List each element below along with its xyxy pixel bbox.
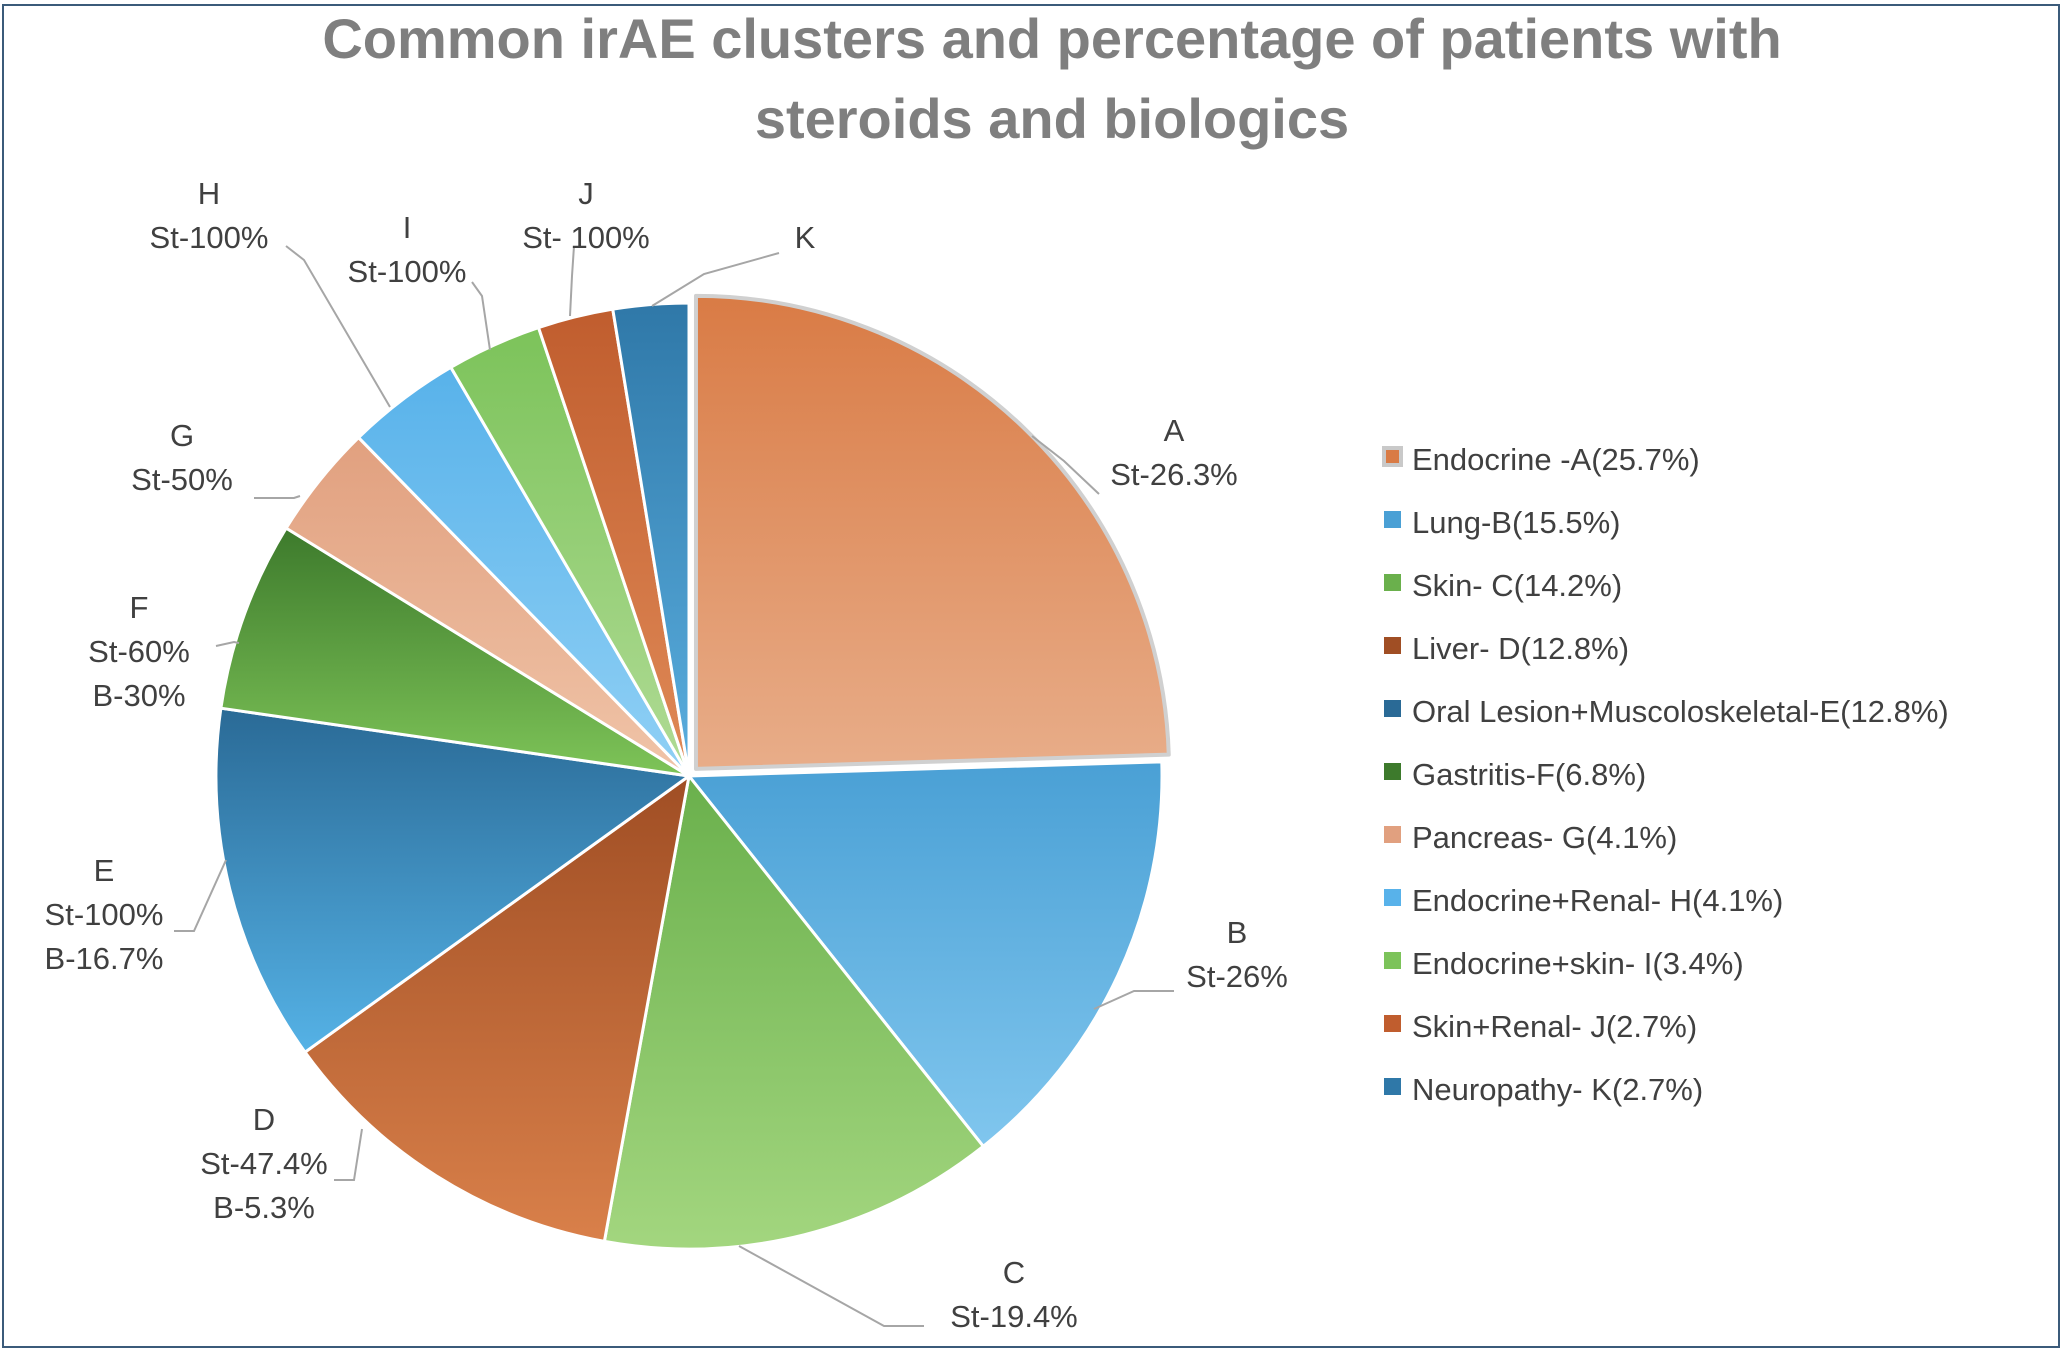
- chart-title-line: Common irAE clusters and percentage of p…: [322, 7, 1781, 70]
- legend: Endocrine -A(25.7%) Lung-B(15.5%) Skin- C(…: [1382, 442, 1949, 1107]
- data-label-j: St- 100%: [522, 220, 650, 255]
- legend-entry-k: Neuropathy- K(2.7%): [1412, 1072, 1703, 1107]
- legend-swatch-d: [1384, 637, 1401, 654]
- legend-entry-f: Gastritis-F(6.8%): [1412, 757, 1646, 792]
- legend-entry-e: Oral Lesion+Muscoloskeletal-E(12.8%): [1412, 694, 1949, 729]
- data-label-a: St-26.3%: [1110, 457, 1238, 492]
- leader-line-g: [254, 495, 301, 499]
- data-label-g: St-50%: [131, 462, 233, 497]
- data-label-e: E: [94, 853, 115, 888]
- legend-swatch-i: [1384, 952, 1401, 969]
- legend-entry-g: Pancreas- G(4.1%): [1412, 820, 1677, 855]
- data-label-k: K: [795, 220, 816, 255]
- data-label-h: St-100%: [150, 220, 269, 255]
- pie-labels: A St-26.3% B St-26% C St-19.4% D St-47.4% B-5.3%…: [45, 176, 1288, 1334]
- leader-line-j: [569, 245, 575, 317]
- leader-line-a: [1031, 435, 1100, 495]
- legend-swatch-k: [1384, 1078, 1401, 1095]
- data-label-d: D: [253, 1102, 275, 1137]
- chart-frame: Common irAE clusters and percentage of p…: [2, 4, 2060, 1348]
- data-label-c: St-19.4%: [950, 1299, 1078, 1334]
- data-label-e: St-100%: [45, 897, 164, 932]
- pie-slice-f: [219, 526, 691, 778]
- data-label-b: B: [1227, 915, 1248, 950]
- pie-slice-e: [214, 706, 691, 1054]
- legend-swatch-e: [1384, 700, 1401, 717]
- chart-title: Common irAE clusters and percentage of p…: [322, 7, 1781, 150]
- legend-swatch-a: [1382, 446, 1403, 467]
- chart-title-line: steroids and biologics: [755, 87, 1349, 150]
- pie-slice-b: [687, 760, 1164, 1148]
- legend-entry-c: Skin- C(14.2%): [1412, 568, 1622, 603]
- data-label-e: B-16.7%: [45, 941, 164, 976]
- data-label-f: B-30%: [92, 678, 185, 713]
- pie-chart: Common irAE clusters and percentage of p…: [45, 7, 1949, 1334]
- legend-swatch-c: [1384, 574, 1401, 591]
- legend-swatch-g: [1384, 826, 1401, 843]
- legend-swatch-f: [1384, 763, 1401, 780]
- leader-line-c: [738, 1245, 924, 1327]
- leader-line-k: [651, 252, 780, 307]
- data-label-f: St-60%: [88, 634, 190, 669]
- leader-line-i: [471, 281, 491, 351]
- data-label-i: St-100%: [348, 254, 467, 289]
- leader-line-d: [334, 1128, 363, 1181]
- legend-entry-b: Lung-B(15.5%): [1412, 505, 1621, 540]
- pie-slice-k: [611, 301, 691, 778]
- data-label-d: B-5.3%: [213, 1190, 315, 1225]
- legend-entry-d: Liver- D(12.8%): [1412, 631, 1629, 666]
- legend-swatch-h: [1384, 889, 1401, 906]
- data-label-i: I: [403, 210, 412, 245]
- data-label-b: St-26%: [1186, 959, 1288, 994]
- data-label-d: St-47.4%: [200, 1146, 328, 1181]
- leader-line-h: [285, 245, 391, 408]
- leader-line-f: [215, 640, 240, 647]
- pie-slices: [214, 293, 1171, 1251]
- legend-swatch-b: [1384, 511, 1401, 528]
- leader-line-e: [174, 859, 227, 932]
- data-label-f: F: [130, 590, 149, 625]
- legend-entry-j: Skin+Renal- J(2.7%): [1412, 1009, 1697, 1044]
- pie-slice-c: [602, 774, 985, 1251]
- legend-entry-i: Endocrine+skin- I(3.4%): [1412, 946, 1744, 981]
- data-label-j: J: [578, 176, 594, 211]
- pie-slice-a: [693, 293, 1171, 771]
- legend-swatch-j: [1384, 1015, 1401, 1032]
- pie-slice-d: [303, 774, 691, 1243]
- data-label-h: H: [198, 176, 220, 211]
- leader-line-b: [1093, 990, 1174, 1010]
- data-label-c: C: [1003, 1255, 1025, 1290]
- legend-entry-a: Endocrine -A(25.7%): [1412, 442, 1700, 477]
- data-label-a: A: [1164, 413, 1185, 448]
- legend-entry-h: Endocrine+Renal- H(4.1%): [1412, 883, 1783, 918]
- data-label-g: G: [170, 418, 194, 453]
